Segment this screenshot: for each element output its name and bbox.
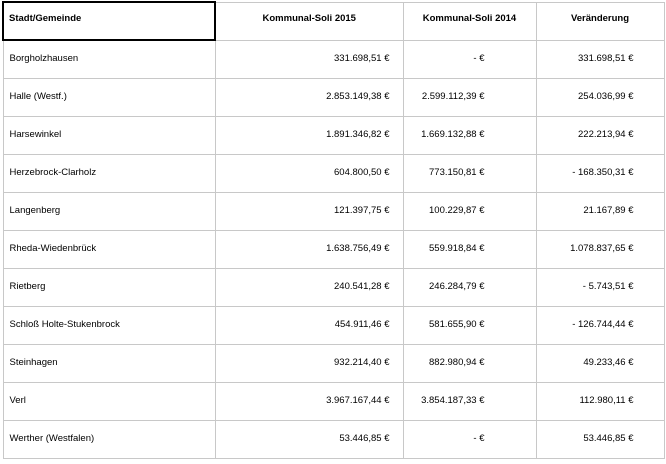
- cell-soli-2014: - €: [402, 419, 537, 459]
- table-row: Borgholzhausen 331.698,51 € - € 331.698,…: [2, 39, 665, 79]
- cell-change: - 126.744,44 €: [535, 305, 665, 345]
- table-row: Werther (Westfalen) 53.446,85 € - € 53.4…: [2, 419, 665, 459]
- table-header-row: Stadt/Gemeinde Kommunal-Soli 2015 Kommun…: [2, 1, 665, 41]
- table-row: Herzebrock-Clarholz 604.800,50 € 773.150…: [2, 153, 665, 193]
- cell-soli-2014: 2.599.112,39 €: [402, 77, 537, 117]
- cell-change: 53.446,85 €: [535, 419, 665, 459]
- cell-change: 112.980,11 €: [535, 381, 665, 421]
- cell-municipality: Langenberg: [2, 191, 216, 231]
- header-kommunal-soli-2015: Kommunal-Soli 2015: [214, 1, 404, 41]
- cell-soli-2015: 454.911,46 €: [214, 305, 404, 345]
- cell-change: 49.233,46 €: [535, 343, 665, 383]
- cell-soli-2015: 3.967.167,44 €: [214, 381, 404, 421]
- cell-soli-2015: 331.698,51 €: [214, 39, 404, 79]
- cell-soli-2015: 121.397,75 €: [214, 191, 404, 231]
- cell-soli-2015: 240.541,28 €: [214, 267, 404, 307]
- cell-change: 21.167,89 €: [535, 191, 665, 231]
- cell-soli-2015: 1.638.756,49 €: [214, 229, 404, 269]
- table-row: Halle (Westf.) 2.853.149,38 € 2.599.112,…: [2, 77, 665, 117]
- cell-soli-2014: 100.229,87 €: [402, 191, 537, 231]
- cell-municipality: Schloß Holte-Stukenbrock: [2, 305, 216, 345]
- cell-soli-2015: 2.853.149,38 €: [214, 77, 404, 117]
- table-row: Schloß Holte-Stukenbrock 454.911,46 € 58…: [2, 305, 665, 345]
- table-row: Verl 3.967.167,44 € 3.854.187,33 € 112.9…: [2, 381, 665, 421]
- cell-municipality: Werther (Westfalen): [2, 419, 216, 459]
- cell-municipality: Herzebrock-Clarholz: [2, 153, 216, 193]
- cell-soli-2014: 559.918,84 €: [402, 229, 537, 269]
- header-stadt-gemeinde[interactable]: Stadt/Gemeinde: [2, 1, 216, 41]
- cell-change: 222.213,94 €: [535, 115, 665, 155]
- cell-change: 254.036,99 €: [535, 77, 665, 117]
- cell-soli-2014: 581.655,90 €: [402, 305, 537, 345]
- cell-soli-2014: 3.854.187,33 €: [402, 381, 537, 421]
- cell-soli-2014: 1.669.132,88 €: [402, 115, 537, 155]
- cell-change: - 168.350,31 €: [535, 153, 665, 193]
- cell-municipality: Rheda-Wiedenbrück: [2, 229, 216, 269]
- cell-soli-2015: 932.214,40 €: [214, 343, 404, 383]
- cell-soli-2015: 53.446,85 €: [214, 419, 404, 459]
- cell-soli-2014: 246.284,79 €: [402, 267, 537, 307]
- table-row: Rietberg 240.541,28 € 246.284,79 € - 5.7…: [2, 267, 665, 307]
- cell-soli-2014: - €: [402, 39, 537, 79]
- header-kommunal-soli-2014: Kommunal-Soli 2014: [402, 1, 537, 41]
- cell-soli-2014: 773.150,81 €: [402, 153, 537, 193]
- cell-municipality: Verl: [2, 381, 216, 421]
- cell-municipality: Harsewinkel: [2, 115, 216, 155]
- table-row: Rheda-Wiedenbrück 1.638.756,49 € 559.918…: [2, 229, 665, 269]
- header-veraenderung: Veränderung: [535, 1, 665, 41]
- cell-soli-2015: 1.891.346,82 €: [214, 115, 404, 155]
- cell-soli-2015: 604.800,50 €: [214, 153, 404, 193]
- cell-change: - 5.743,51 €: [535, 267, 665, 307]
- cell-municipality: Rietberg: [2, 267, 216, 307]
- cell-change: 331.698,51 €: [535, 39, 665, 79]
- cell-municipality: Borgholzhausen: [2, 39, 216, 79]
- table-row: Harsewinkel 1.891.346,82 € 1.669.132,88 …: [2, 115, 665, 155]
- table-row: Langenberg 121.397,75 € 100.229,87 € 21.…: [2, 191, 665, 231]
- cell-soli-2014: 882.980,94 €: [402, 343, 537, 383]
- cell-municipality: Halle (Westf.): [2, 77, 216, 117]
- table-row: Steinhagen 932.214,40 € 882.980,94 € 49.…: [2, 343, 665, 383]
- cell-municipality: Steinhagen: [2, 343, 216, 383]
- cell-change: 1.078.837,65 €: [535, 229, 665, 269]
